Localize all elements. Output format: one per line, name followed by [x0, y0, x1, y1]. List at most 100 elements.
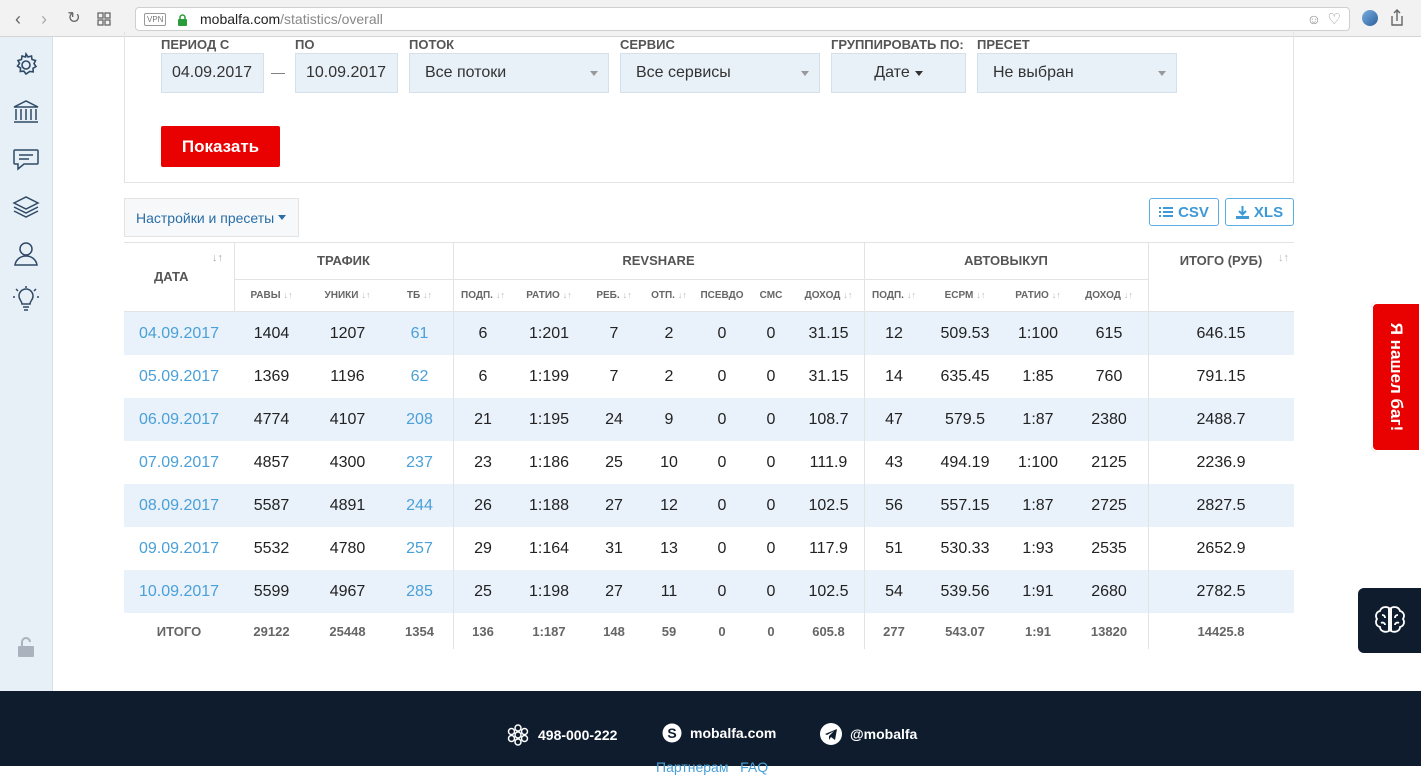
cell-uniq: 4891 — [329, 496, 366, 514]
cell-uniq: 1207 — [329, 324, 366, 342]
col-ab-ecpm-header[interactable]: ЕСРМ ↓↑ — [944, 289, 986, 301]
col-rs-ratio-header[interactable]: РАТИО ↓↑ — [526, 289, 572, 301]
cell-tb[interactable]: 244 — [406, 496, 433, 514]
cell-rs-unsub: 2 — [664, 367, 674, 385]
group-by-label: ГРУППИРОВАТЬ ПО: — [831, 37, 964, 52]
cell-rs-income: 31.15 — [808, 324, 849, 342]
preset-select[interactable]: Не выбран — [977, 53, 1177, 93]
cell-tb[interactable]: 257 — [406, 539, 433, 557]
footer-phone[interactable]: 498-000-222 — [506, 723, 617, 747]
user-icon[interactable] — [11, 238, 41, 268]
table-row: 05.09.2017 1369 1196 62 6 1:199 7 2 0 0 31.15 14 635… — [124, 355, 1294, 398]
back-icon[interactable]: ‹ — [15, 9, 21, 29]
xls-label: XLS — [1253, 203, 1284, 221]
period-from-input[interactable]: 04.09.2017 — [161, 53, 264, 93]
col-rs-unsub-header[interactable]: ОТП. ↓↑ — [651, 289, 687, 301]
sort-icon: ↓↑ — [495, 290, 505, 300]
cell-tb[interactable]: 62 — [410, 367, 429, 385]
sort-icon[interactable]: ↓↑ — [1278, 252, 1289, 264]
col-rs-sms-header[interactable]: СМС — [759, 289, 783, 301]
total-ab-ecpm: 543.07 — [945, 623, 985, 639]
group-by-value: Дате — [874, 64, 910, 81]
cell-ab-sub: 47 — [885, 410, 903, 428]
forward-icon[interactable]: › — [41, 9, 47, 29]
footer-links[interactable]: Партнерам FAQ — [656, 759, 769, 775]
money-stack-icon[interactable] — [11, 191, 41, 221]
total-header-label: ИТОГО (РУБ) — [1179, 253, 1263, 268]
cell-rs-pseudo: 0 — [717, 410, 727, 428]
period-from-label: ПЕРИОД С — [161, 37, 230, 52]
share-icon[interactable] — [1389, 9, 1405, 27]
col-tb-header[interactable]: ТБ ↓↑ — [406, 289, 433, 301]
cell-date[interactable]: 08.09.2017 — [138, 496, 220, 514]
cell-uniq: 4107 — [329, 410, 366, 428]
col-date-header[interactable]: ДАТА ↓↑ — [124, 242, 234, 311]
chat-icon[interactable] — [11, 144, 41, 174]
cell-rs-income: 102.5 — [808, 496, 849, 514]
filter-panel — [124, 32, 1294, 183]
cell-ab-ratio: 1:100 — [1017, 324, 1059, 342]
group-by-dropdown[interactable]: Дате — [831, 53, 966, 93]
brain-widget-button[interactable] — [1358, 588, 1421, 653]
period-to-input[interactable]: 10.09.2017 — [295, 53, 398, 93]
settings-label: Настройки и пресеты — [136, 209, 275, 226]
caret-down-icon — [914, 70, 923, 76]
cell-ab-income: 2380 — [1091, 410, 1127, 428]
cell-date[interactable]: 09.09.2017 — [138, 539, 220, 557]
cell-rs-sub: 6 — [478, 324, 488, 342]
col-total-header[interactable]: ИТОГО (РУБ) ↓↑ — [1148, 242, 1294, 279]
cell-date[interactable]: 06.09.2017 — [138, 410, 220, 428]
bank-icon[interactable] — [11, 97, 41, 127]
cell-rs-sms: 0 — [766, 582, 776, 600]
globe-icon[interactable] — [1362, 10, 1378, 26]
stream-select[interactable]: Все потоки — [409, 53, 609, 93]
service-value: Все сервисы — [636, 64, 731, 81]
cell-date[interactable]: 05.09.2017 — [138, 367, 220, 385]
show-button[interactable]: Показать — [161, 126, 280, 167]
cell-date[interactable]: 10.09.2017 — [138, 582, 220, 600]
reload-icon[interactable]: ↻ — [67, 10, 81, 27]
cell-rs-income: 117.9 — [809, 539, 848, 557]
cell-ab-income: 2680 — [1091, 582, 1127, 600]
brain-icon — [1374, 605, 1405, 633]
xls-button[interactable]: XLS — [1225, 198, 1294, 226]
service-select[interactable]: Все сервисы — [620, 53, 820, 93]
cell-tb[interactable]: 61 — [410, 324, 429, 342]
col-ab-ratio-header[interactable]: РАТИО ↓↑ — [1015, 289, 1061, 301]
cell-tb[interactable]: 237 — [406, 453, 433, 471]
col-rs-reb-header[interactable]: РЕБ. ↓↑ — [596, 289, 632, 301]
settings-presets-dropdown[interactable]: Настройки и пресеты — [124, 198, 299, 237]
col-raw-header[interactable]: РАВЫ ↓↑ — [250, 289, 293, 301]
sort-icon[interactable]: ↓↑ — [212, 252, 223, 264]
unlock-icon[interactable] — [17, 637, 35, 657]
csv-button[interactable]: CSV — [1149, 198, 1219, 226]
gear-icon[interactable] — [11, 50, 41, 80]
cell-rs-income: 111.9 — [809, 453, 848, 471]
cell-tb[interactable]: 285 — [406, 582, 433, 600]
vpn-badge[interactable]: VPN — [144, 13, 167, 26]
cell-rs-reb: 25 — [605, 453, 623, 471]
footer-telegram[interactable]: @mobalfa — [820, 723, 917, 745]
table-row: 07.09.2017 4857 4300 237 23 1:186 25 10 0 0 111.9 4… — [124, 441, 1294, 484]
bug-report-button[interactable]: Я нашел баг! — [1371, 302, 1421, 452]
col-ab-sub-header[interactable]: ПОДП. ↓↑ — [872, 289, 916, 301]
download-icon — [1235, 205, 1249, 219]
col-rs-income-header[interactable]: ДОХОД ↓↑ — [804, 289, 853, 301]
lightbulb-icon[interactable] — [11, 285, 41, 315]
cell-date[interactable]: 04.09.2017 — [138, 324, 220, 342]
main-content: ПЕРИОД С 04.09.2017 — ПО 10.09.2017 ПОТО… — [53, 32, 1421, 691]
cell-date[interactable]: 07.09.2017 — [138, 453, 220, 471]
address-bar[interactable]: VPN mobalfa.com/statistics/overall ☺ ♡ — [135, 7, 1350, 31]
cell-total: 791.15 — [1196, 367, 1246, 385]
emoji-icon[interactable]: ☺ — [1306, 11, 1321, 27]
cell-tb[interactable]: 208 — [406, 410, 433, 428]
col-ab-income-header[interactable]: ДОХОД ↓↑ — [1085, 289, 1133, 301]
tabs-grid-icon[interactable] — [97, 12, 111, 26]
cell-rs-sub: 26 — [474, 496, 492, 514]
col-rs-sub-header[interactable]: ПОДП. ↓↑ — [461, 289, 505, 301]
heart-icon[interactable]: ♡ — [1327, 11, 1341, 28]
col-uniq-header[interactable]: УНИКИ ↓↑ — [324, 289, 371, 301]
cell-raw: 1369 — [253, 367, 290, 385]
col-rs-pseudo-header[interactable]: ПСЕВДО — [700, 289, 744, 301]
footer-skype[interactable]: S mobalfa.com — [662, 723, 776, 743]
